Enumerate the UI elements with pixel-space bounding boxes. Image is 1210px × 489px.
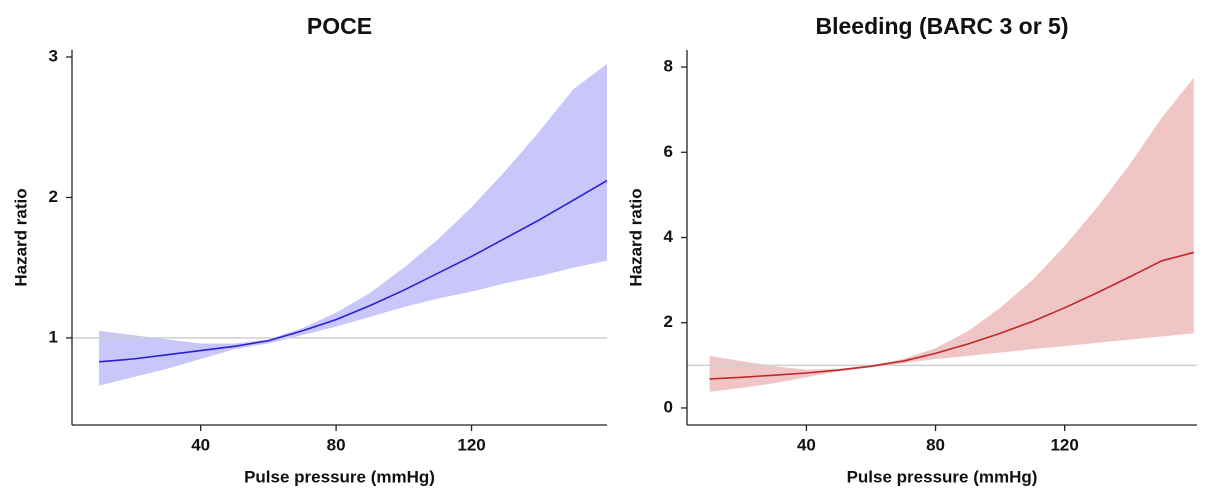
y-tick-label: 1 xyxy=(49,327,58,346)
hazard-line xyxy=(709,251,1194,380)
x-tick-label: 40 xyxy=(797,435,816,454)
x-tick-label: 120 xyxy=(457,435,485,454)
chart-title: Bleeding (BARC 3 or 5) xyxy=(815,13,1068,39)
hazard-line xyxy=(99,179,608,363)
x-axis-label: Pulse pressure (mmHg) xyxy=(244,467,435,486)
y-tick-label: 8 xyxy=(664,57,673,76)
y-tick-label: 2 xyxy=(664,312,673,331)
y-axis-label: Hazard ratio xyxy=(626,188,645,286)
x-tick-label: 120 xyxy=(1050,435,1078,454)
x-tick-label: 80 xyxy=(926,435,945,454)
y-tick-label: 2 xyxy=(49,187,58,206)
y-tick-label: 3 xyxy=(49,47,58,66)
x-tick-label: 80 xyxy=(327,435,346,454)
chart-title: POCE xyxy=(307,13,372,39)
y-axis-label: Hazard ratio xyxy=(11,188,30,286)
y-tick-label: 4 xyxy=(664,227,674,246)
y-tick-label: 6 xyxy=(664,142,673,161)
confidence-band xyxy=(709,77,1194,392)
x-tick-label: 40 xyxy=(191,435,210,454)
confidence-band xyxy=(99,64,607,386)
y-tick-label: 0 xyxy=(664,397,673,416)
x-axis-label: Pulse pressure (mmHg) xyxy=(847,467,1038,486)
